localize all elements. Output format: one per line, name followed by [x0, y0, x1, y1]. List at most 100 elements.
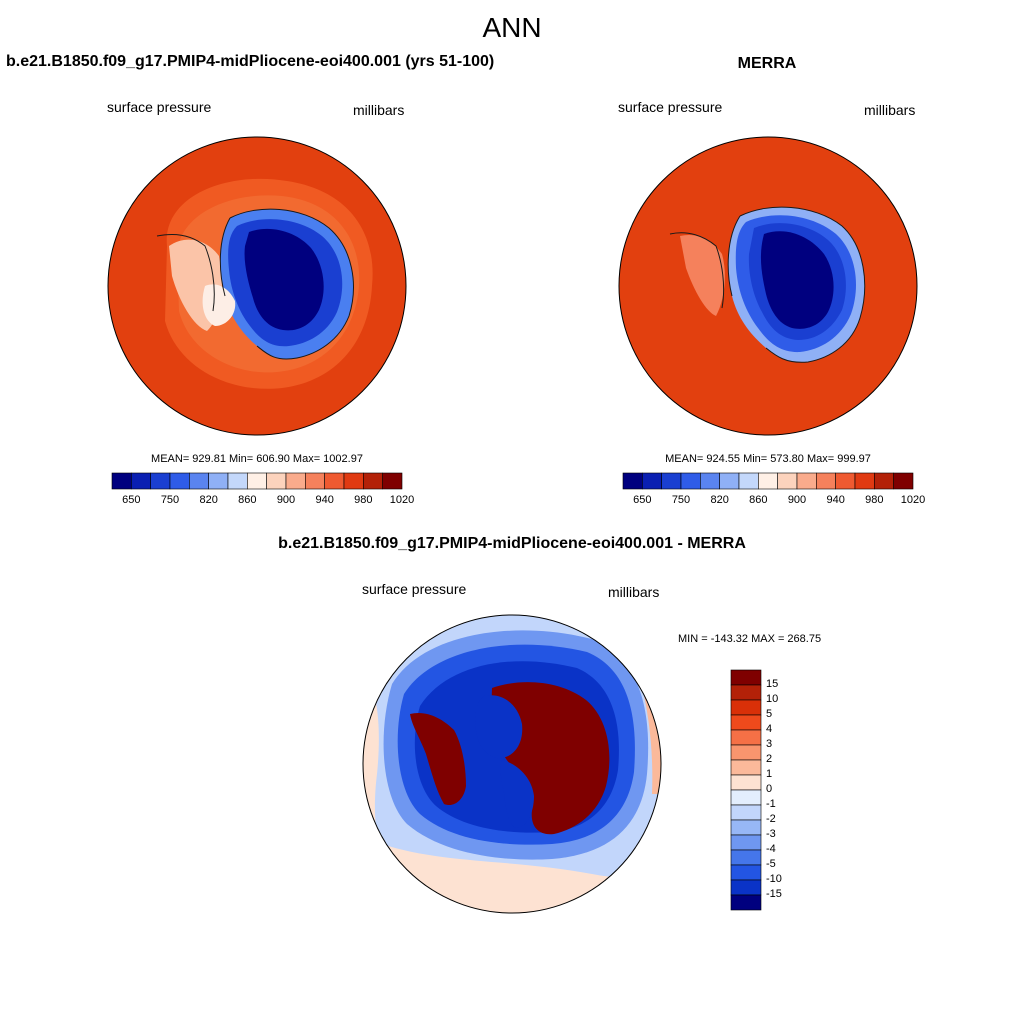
colorbar-tick-label: 750: [671, 494, 691, 506]
colorbar-tick-label: 820: [710, 494, 729, 506]
colorbar-swatch: [382, 472, 403, 490]
colorbar-swatch: [661, 472, 682, 490]
colorbar-swatch: [730, 804, 762, 821]
diff-units-label: millibars: [608, 584, 660, 600]
colorbar-tick-label: -5: [766, 858, 776, 870]
diff-variable-label: surface pressure: [362, 581, 467, 597]
model-colorbar: [111, 472, 403, 490]
colorbar-swatch: [730, 864, 762, 881]
colorbar-swatch: [874, 472, 894, 490]
colorbar-swatch: [758, 472, 778, 490]
colorbar-tick-label: 5: [766, 708, 773, 720]
colorbar-swatch: [730, 729, 762, 746]
obs-colorbar: [622, 472, 914, 490]
colorbar-tick-label: -3: [766, 828, 776, 840]
colorbar-tick-label: 820: [199, 494, 218, 506]
obs-colorbar-ticks: 650 750 820 860 900 940 980 1020: [623, 494, 925, 508]
colorbar-tick-label: -2: [766, 813, 776, 825]
colorbar-tick-label: -10: [766, 873, 782, 885]
colorbar-swatch: [730, 834, 762, 851]
obs-polar-map: [618, 136, 918, 436]
east-antarctic-positive: [491, 682, 610, 835]
colorbar-swatch: [730, 714, 762, 731]
coastline: [669, 206, 866, 363]
colorbar-tick-label: 650: [633, 494, 652, 506]
colorbar-swatch: [343, 472, 364, 490]
colorbar-swatch: [730, 894, 762, 911]
west-patch: [202, 284, 236, 326]
colorbar-tick-label: -15: [766, 888, 782, 900]
colorbar-tick-label: 4: [766, 723, 773, 735]
colorbar-swatch: [730, 789, 762, 806]
colorbar-swatch: [680, 472, 701, 490]
colorbar-swatch: [893, 472, 914, 490]
colorbar-swatch: [324, 472, 345, 490]
colorbar-tick-label: 900: [787, 494, 807, 506]
colorbar-swatch: [208, 472, 229, 490]
colorbar-swatch: [305, 472, 325, 490]
colorbar-swatch: [363, 472, 383, 490]
colorbar-swatch: [777, 472, 798, 490]
diff-panel-title: b.e21.B1850.f09_g17.PMIP4-midPliocene-eo…: [278, 535, 746, 552]
colorbar-swatch: [642, 472, 662, 490]
colorbar-tick-label: 0: [766, 783, 773, 795]
model-colorbar-ticks: 650 750 820 860 900 940 980 1020: [112, 494, 414, 508]
colorbar-tick-label: 980: [865, 494, 884, 506]
continent-core: [760, 231, 834, 329]
figure-title: ANN: [482, 12, 542, 43]
west-antarctic-negative: [475, 695, 523, 759]
diff-colorbar: [730, 669, 762, 911]
colorbar-swatch: [854, 472, 875, 490]
obs-units-label: millibars: [864, 102, 916, 118]
colorbar-tick-label: 1020: [900, 494, 926, 506]
colorbar-tick-label: 1020: [389, 494, 415, 506]
colorbar-swatch: [730, 774, 762, 791]
colorbar-tick-label: 750: [160, 494, 180, 506]
peninsula-fade: [680, 234, 725, 316]
colorbar-tick-label: 860: [749, 494, 768, 506]
colorbar-swatch: [796, 472, 817, 490]
colorbar-swatch: [730, 699, 762, 716]
colorbar-swatch: [285, 472, 306, 490]
colorbar-swatch: [730, 849, 762, 866]
model-polar-map: [107, 136, 407, 436]
colorbar-tick-label: 940: [826, 494, 845, 506]
colorbar-swatch: [227, 472, 248, 490]
colorbar-swatch: [730, 819, 762, 836]
colorbar-tick-label: 15: [766, 678, 779, 690]
colorbar-swatch: [719, 472, 740, 490]
colorbar-swatch: [738, 472, 759, 490]
colorbar-swatch: [730, 744, 762, 761]
colorbar-swatch: [700, 472, 720, 490]
colorbar-swatch: [730, 759, 762, 776]
diff-colorbar-ticks: 15 10 5 4 3 2 1 0 -1 -2 -3 -4 -5 -10 -15: [766, 670, 816, 910]
colorbar-swatch: [131, 472, 151, 490]
model-stats: MEAN= 929.81 Min= 606.90 Max= 1002.97: [151, 453, 363, 465]
colorbar-tick-label: 3: [766, 738, 773, 750]
colorbar-tick-label: 900: [276, 494, 296, 506]
colorbar-swatch: [111, 472, 132, 490]
colorbar-swatch: [835, 472, 856, 490]
peninsula-positive: [410, 712, 466, 806]
colorbar-swatch: [730, 684, 762, 701]
colorbar-swatch: [247, 472, 267, 490]
model-panel-title: b.e21.B1850.f09_g17.PMIP4-midPliocene-eo…: [6, 53, 495, 70]
obs-panel-title: MERRA: [737, 55, 797, 72]
colorbar-swatch: [622, 472, 643, 490]
colorbar-swatch: [169, 472, 190, 490]
colorbar-tick-label: 940: [315, 494, 334, 506]
colorbar-tick-label: -4: [766, 843, 776, 855]
colorbar-tick-label: 650: [122, 494, 141, 506]
model-units-label: millibars: [353, 102, 405, 118]
colorbar-swatch: [730, 669, 762, 686]
colorbar-swatch: [266, 472, 287, 490]
model-variable-label: surface pressure: [107, 99, 212, 115]
colorbar-tick-label: -1: [766, 798, 776, 810]
diff-polar-map: [362, 614, 662, 914]
obs-variable-label: surface pressure: [618, 99, 723, 115]
diff-stats: MIN = -143.32 MAX = 268.75: [678, 633, 822, 645]
coastline: [156, 208, 354, 360]
continent-core: [244, 228, 324, 331]
colorbar-swatch: [150, 472, 171, 490]
obs-stats: MEAN= 924.55 Min= 573.80 Max= 999.97: [665, 453, 871, 465]
